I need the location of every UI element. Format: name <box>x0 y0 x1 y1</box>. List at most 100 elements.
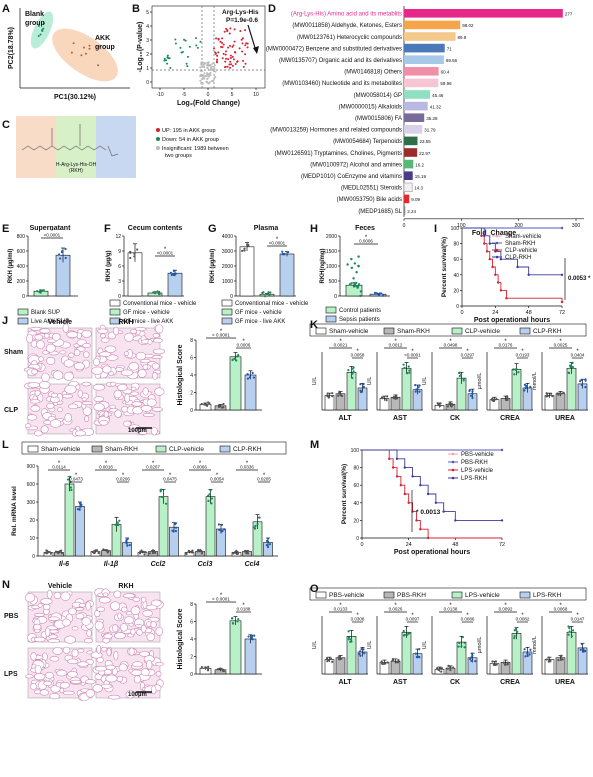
alveolus <box>93 357 100 367</box>
alveolus <box>48 616 60 622</box>
data-point <box>133 255 136 258</box>
legend-text: Sepsis patients <box>339 317 380 323</box>
alveolus <box>137 369 147 378</box>
data-point <box>414 652 418 655</box>
alveolus <box>63 359 75 368</box>
alveolus <box>140 624 147 633</box>
y-axis-label: Percent survival(%) <box>441 237 448 297</box>
legend-text: GF mice - vehicle <box>123 310 170 316</box>
legend-text: Insignificant: 1989 between <box>162 146 229 152</box>
volcano-point-down <box>174 38 177 41</box>
volcano-point-up <box>221 57 224 60</box>
alveolus <box>110 601 121 611</box>
data-label: 71 <box>447 46 453 51</box>
volcano-point-up <box>232 44 235 47</box>
alveolus <box>62 690 75 696</box>
volcano-point-up <box>231 64 234 67</box>
y-axis-label: U/L <box>367 377 373 386</box>
significance-star: * <box>152 461 155 467</box>
data-point <box>460 645 463 648</box>
p-value: 0.0206 <box>116 477 130 482</box>
data-point <box>78 508 81 511</box>
data-point <box>330 657 333 661</box>
tick-label: -10 <box>156 92 163 98</box>
data-point <box>218 528 221 532</box>
data-point <box>222 406 225 409</box>
data-point <box>386 661 389 664</box>
alveolus <box>25 674 34 679</box>
category-label: (Arg-Lys-His) Amino acid and its metabli… <box>291 12 402 18</box>
data-point <box>164 502 168 505</box>
data-point <box>437 403 440 407</box>
box <box>16 116 56 178</box>
alveolus <box>30 326 42 331</box>
data-point <box>233 357 236 360</box>
data-point <box>257 516 261 519</box>
data-point <box>217 523 221 526</box>
data-point <box>191 551 194 554</box>
volcano-point-insig <box>206 81 209 84</box>
data-point <box>584 386 587 389</box>
p-value: 0.0054 <box>210 477 224 482</box>
alveolus <box>113 326 120 336</box>
alveolus <box>75 607 85 611</box>
tick-label: 1 <box>146 66 149 72</box>
data-point <box>169 271 173 274</box>
legend-text: Sham-vehicle <box>505 234 542 240</box>
volcano-point-up <box>241 37 244 40</box>
significance-star: * <box>216 473 219 479</box>
data-point <box>236 620 239 623</box>
alveolus <box>36 340 45 350</box>
volcano-point-insig <box>200 61 203 64</box>
x-axis-label: AST <box>393 679 408 686</box>
alveolus <box>34 334 44 341</box>
data-point <box>207 494 210 497</box>
data-point <box>349 638 353 641</box>
annotation: Arg-Lys-His <box>222 9 259 16</box>
volcano-point-up <box>216 58 219 61</box>
alveolus <box>146 398 157 407</box>
alveolus <box>81 397 87 402</box>
box <box>96 116 136 178</box>
alveolus <box>130 628 136 636</box>
p-value: <0.0001 <box>44 233 61 238</box>
alveolus <box>103 633 113 639</box>
survival-point <box>494 273 497 276</box>
p-value: 0.0092 <box>499 607 513 612</box>
data-point <box>457 645 460 648</box>
volcano-point-down <box>180 51 183 54</box>
legend-text: CLP-vehicle <box>169 446 204 453</box>
data-label: 277 <box>565 12 573 17</box>
data-point <box>39 291 42 294</box>
alveolus <box>30 652 37 661</box>
legend-swatch <box>315 327 327 335</box>
tick-label: 100 <box>457 223 466 229</box>
volcano-point-up <box>227 46 230 49</box>
tick-label: 200 <box>514 223 523 229</box>
data-point <box>125 540 128 543</box>
legend-swatch <box>27 445 39 453</box>
chart-title: Supernatant <box>30 225 72 232</box>
alveolus <box>49 419 62 428</box>
alveolus <box>34 612 45 617</box>
data-point <box>446 667 449 670</box>
data-label: 23.55 <box>420 139 432 144</box>
alveolus <box>147 339 153 345</box>
akk-group-ellipse <box>52 28 118 82</box>
akk-point <box>88 47 91 50</box>
volcano-point-down <box>184 39 187 42</box>
category-label: (MW0126591) Tryptamines, Cholines, Pigme… <box>275 151 402 157</box>
bar <box>401 367 412 411</box>
volcano-point-up <box>215 37 218 40</box>
volcano-point-up <box>244 53 247 56</box>
significance-star: * <box>559 603 562 609</box>
volcano-point-insig <box>213 64 216 67</box>
alveolus <box>100 337 110 343</box>
volcano-point-insig <box>199 66 202 69</box>
tick-label: 2000 <box>222 264 233 270</box>
data-point <box>461 635 464 639</box>
survival-point <box>560 273 564 276</box>
data-point <box>506 661 509 664</box>
gene-label: Il-1β <box>104 561 119 568</box>
tick-label: 0 <box>190 408 193 414</box>
